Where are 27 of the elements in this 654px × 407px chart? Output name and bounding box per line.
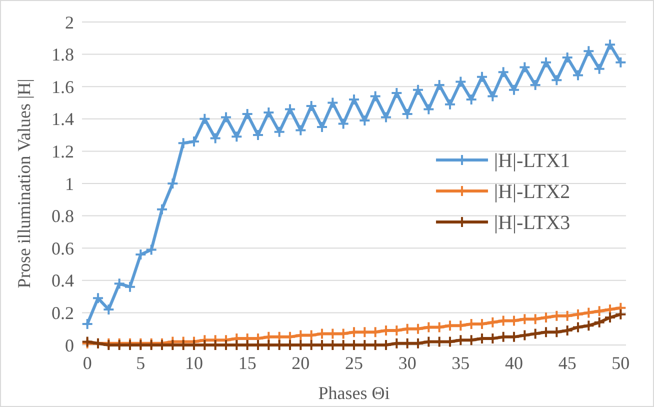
y-tick-label: 1.2 [52,142,74,162]
y-tick-label: 1.6 [52,76,74,97]
y-tick-label: 1.8 [52,44,74,65]
y-tick-label: 0 [65,335,74,356]
y-tick-label: 2 [65,12,74,32]
y-axis-title: Prose illumination Values |H| [14,78,34,288]
legend-label: |H|-LTX2 [494,181,570,203]
y-tick-label: 1 [65,174,74,194]
x-tick-label: 50 [612,353,630,373]
y-tick-label: 0.4 [52,270,74,291]
x-tick-label: 15 [238,353,256,373]
y-tick-label: 0.6 [52,238,74,258]
y-tick-label: 0.2 [52,303,74,323]
x-tick-label: 0 [82,353,92,373]
legend-label: |H|-LTX3 [494,212,570,234]
x-tick-label: 20 [292,353,310,373]
x-tick-label: 40 [505,353,523,373]
x-tick-label: 35 [452,353,470,373]
x-tick-label: 45 [558,353,576,373]
x-axis-title: Phases Θi [318,383,390,403]
x-tick-label: 25 [345,353,363,373]
x-tick-label: 10 [185,353,203,373]
legend-label: |H|-LTX1 [494,150,570,172]
y-tick-label: 0.8 [52,206,74,226]
x-tick-label: 30 [398,353,416,373]
x-tick-label: 5 [136,353,146,373]
y-tick-label: 1.4 [52,109,74,130]
